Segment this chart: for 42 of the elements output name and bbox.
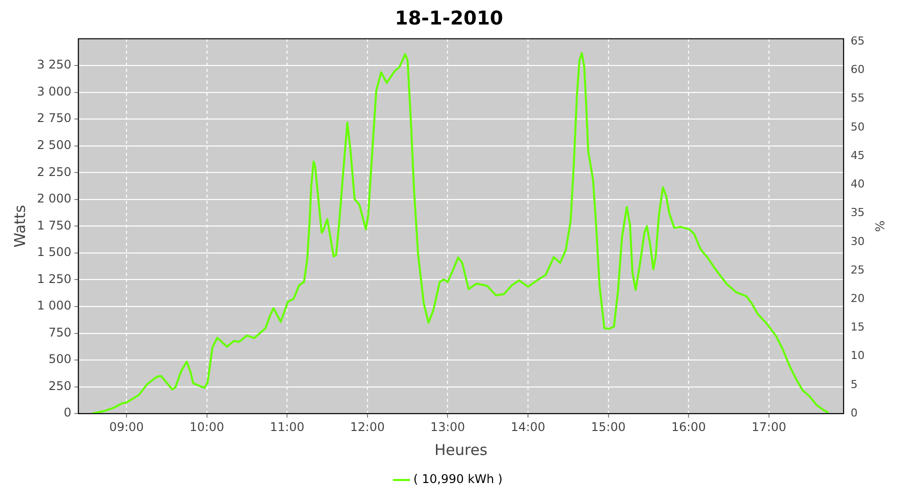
y2-tick-label: 40	[850, 178, 865, 191]
x-tick-label: 11:00	[270, 420, 304, 434]
y-tick-label: 2 500	[36, 138, 72, 152]
x-axis-title: Heures	[434, 440, 488, 459]
x-tick-label: 10:00	[190, 420, 224, 434]
y-tick-label: 2 250	[36, 164, 72, 179]
y-tick-label: 250	[48, 378, 72, 393]
y2-tick-label: 50	[850, 120, 865, 134]
x-tick-label: 16:00	[671, 420, 706, 434]
y2-tick-label: 20	[850, 292, 865, 306]
y2-tick-label: 60	[850, 63, 865, 76]
x-tick-label: 17:00	[752, 420, 786, 434]
y2-axis-title: %	[872, 220, 887, 232]
y-tick-label: 1 000	[36, 298, 72, 313]
x-tick-label: 12:00	[350, 420, 385, 434]
y2-tick-label: 55	[850, 92, 865, 105]
legend-label: ( 10,990 kWh )	[413, 472, 503, 486]
y-tick-label: 1 250	[36, 272, 72, 286]
y-tick-label: 2 750	[36, 111, 72, 126]
y-tick-label: 0	[64, 406, 72, 420]
chart-title: 18-1-2010	[394, 7, 504, 30]
y-tick-label: 1 750	[36, 218, 72, 232]
x-tick-label: 15:00	[591, 420, 626, 434]
y2-tick-label: 25	[850, 263, 865, 276]
y2-tick-label: 45	[850, 148, 865, 162]
y2-tick-label: 35	[850, 206, 865, 220]
y-tick-label: 500	[48, 352, 72, 366]
y-tick-label: 750	[48, 325, 72, 340]
x-tick-label: 14:00	[510, 420, 546, 434]
y2-tick-label: 5	[850, 378, 858, 391]
y-tick-label: 3 250	[36, 58, 72, 72]
y2-tick-label: 0	[850, 406, 858, 420]
x-tick-label: 09:00	[109, 420, 144, 434]
y2-tick-label: 30	[850, 234, 865, 248]
y-tick-label: 3 000	[36, 84, 72, 98]
y-axis-title: Watts	[10, 204, 29, 248]
y-tick-label: 2 000	[36, 192, 72, 206]
y2-tick-label: 15	[850, 320, 865, 334]
y-tick-label: 1 500	[36, 245, 72, 260]
y2-tick-label: 10	[850, 349, 865, 362]
y2-tick-label: 65	[850, 34, 865, 48]
x-tick-label: 13:00	[430, 420, 466, 434]
